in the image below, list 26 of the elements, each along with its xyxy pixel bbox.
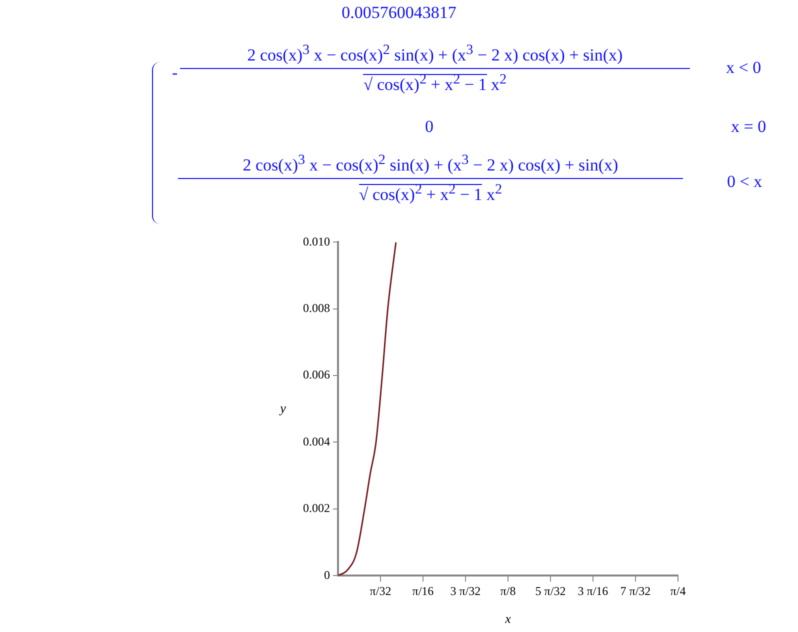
text: x$^{2}$ — [491, 72, 507, 94]
text: 0 < x — [727, 172, 762, 192]
x-axis-title: x — [504, 611, 512, 626]
x-tick-label: π/32 — [370, 584, 392, 598]
x-tick-label: π/16 — [412, 584, 434, 598]
x-tick-label: π/8 — [500, 584, 516, 598]
y-tick-label: 0 — [324, 568, 330, 582]
text: 2 cos(x)$^{3}$ x − cos(x)$^{2}$ sin(x) + (x$^{3}$ − 2 x) cos(x) + sin(x) — [180, 42, 690, 69]
x-tick-label: 5 π/32 — [535, 584, 566, 598]
y-tick-label: 0.008 — [303, 301, 330, 316]
x-tick-label: 3 π/32 — [450, 584, 481, 598]
y-axis-title: y — [278, 400, 286, 416]
text: x$^{2}$ — [486, 182, 502, 204]
text: 0 — [425, 117, 434, 137]
text: - — [172, 63, 178, 83]
y-tick-label: 0.006 — [303, 368, 330, 382]
y-tick-label: 0.002 — [303, 501, 330, 516]
y-tick-label: 0.010 — [303, 234, 330, 248]
x-tick-label: 7 π/32 — [620, 584, 651, 598]
text: x = 0 — [731, 117, 766, 137]
x-tick-label: π/4 — [670, 584, 686, 598]
y-tick-label: 0.004 — [303, 434, 330, 448]
text: 2 cos(x)$^{3}$ x − cos(x)$^{2}$ sin(x) + (x$^{3}$ − 2 x) cos(x) + sin(x) — [178, 152, 683, 179]
text: x < 0 — [726, 58, 762, 78]
x-tick-label: 3 π/16 — [578, 584, 608, 598]
text: 0.005760043817 — [340, 3, 458, 23]
